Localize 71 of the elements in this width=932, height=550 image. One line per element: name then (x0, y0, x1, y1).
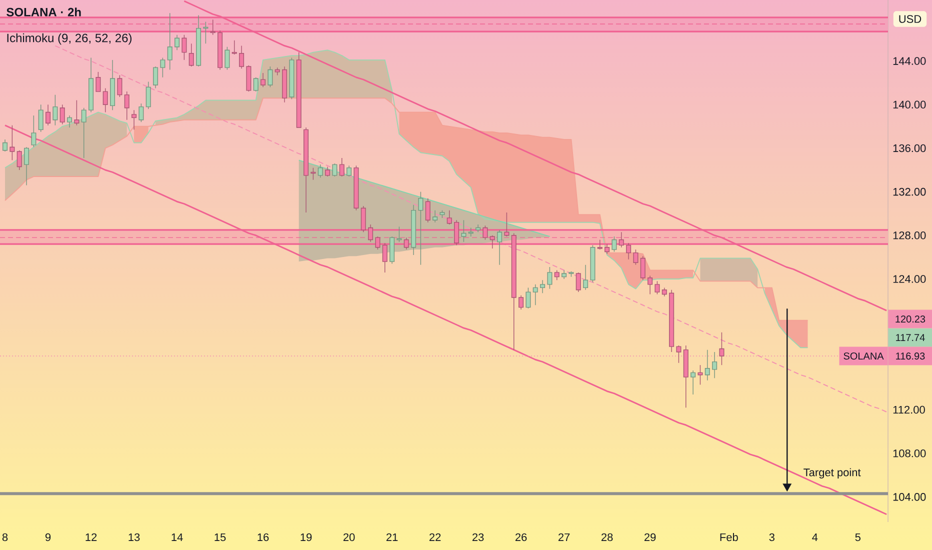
x-tick-label: 14 (172, 533, 183, 541)
y-tick-label: 104.00 (893, 493, 926, 501)
candlestick (304, 127, 309, 213)
x-tick-label: 22 (429, 533, 441, 541)
x-tick-label: 28 (601, 533, 613, 542)
candlestick (390, 236, 395, 264)
x-tick-label: 16 (258, 533, 269, 542)
candlestick (497, 230, 502, 266)
y-tick-label: 128.00 (893, 232, 926, 240)
candlestick (132, 110, 137, 130)
ref-line-label: Target point (804, 468, 861, 478)
candlestick (648, 275, 653, 295)
candlestick (282, 66, 288, 103)
y-tick-label: 132.00 (893, 188, 926, 196)
x-tick-label: 5 (855, 533, 860, 542)
text: 120.23 (896, 315, 926, 323)
candlestick (88, 57, 94, 113)
x-tick-label: 19 (300, 533, 312, 542)
y-tick-label: 112.00 (893, 406, 925, 414)
x-tick-label: 20 (343, 533, 355, 542)
x-tick-label: 23 (472, 533, 484, 542)
candlestick (239, 45, 244, 70)
y-tick-label: 140.00 (893, 100, 926, 109)
candlestick (46, 104, 51, 126)
x-tick-label: 3 (769, 533, 774, 542)
y-tick-label: 136.00 (893, 144, 926, 152)
candlestick (196, 14, 202, 67)
y-tick-label: 124.00 (893, 275, 926, 283)
x-tick-label: 27 (558, 533, 570, 541)
x-tick-label: 13 (128, 533, 140, 542)
ref-line-label: SOLANA (844, 352, 884, 360)
y-axis-title: USD (899, 15, 922, 23)
candlestick (167, 12, 172, 70)
candlestick (626, 242, 632, 260)
candlestick (583, 264, 588, 290)
candlestick (454, 220, 460, 246)
x-tick-label: 29 (644, 533, 656, 542)
x-tick-label: 26 (515, 533, 527, 542)
candlestick (432, 210, 438, 223)
candlestick (518, 294, 524, 310)
candlestick (540, 280, 546, 294)
candlestick (669, 290, 674, 352)
candlestick (153, 66, 158, 89)
candlestick (368, 224, 374, 242)
candlestick (476, 224, 481, 232)
chart-title: SOLANA · 2h (6, 8, 81, 16)
text: 116.93 (896, 352, 925, 360)
candlestick (719, 332, 724, 366)
candlestick (67, 115, 72, 128)
y-tick-label: 144.00 (893, 57, 926, 65)
x-tick-label: Feb (720, 533, 738, 542)
text: 117.74 (896, 334, 925, 341)
y-tick-label: 108.00 (893, 449, 926, 458)
candlestick (260, 72, 266, 88)
x-tick-label: 9 (45, 533, 51, 542)
candlestick (110, 60, 116, 110)
candlestick (24, 146, 30, 186)
x-tick-label: 21 (386, 533, 398, 541)
candlestick (2, 139, 8, 152)
text: Ichimoku (9, 26, 52, 26) (7, 33, 132, 45)
candlestick (690, 370, 696, 395)
candlestick (712, 352, 718, 378)
x-tick-label: 4 (812, 533, 818, 541)
candlestick (411, 204, 416, 256)
candlestick (604, 244, 610, 254)
x-tick-label: 15 (214, 533, 226, 542)
x-tick-label: 8 (2, 533, 8, 542)
x-tick-label: 12 (86, 533, 97, 541)
candlestick (174, 34, 180, 50)
candlestick (218, 30, 223, 70)
candlestick (562, 270, 567, 280)
